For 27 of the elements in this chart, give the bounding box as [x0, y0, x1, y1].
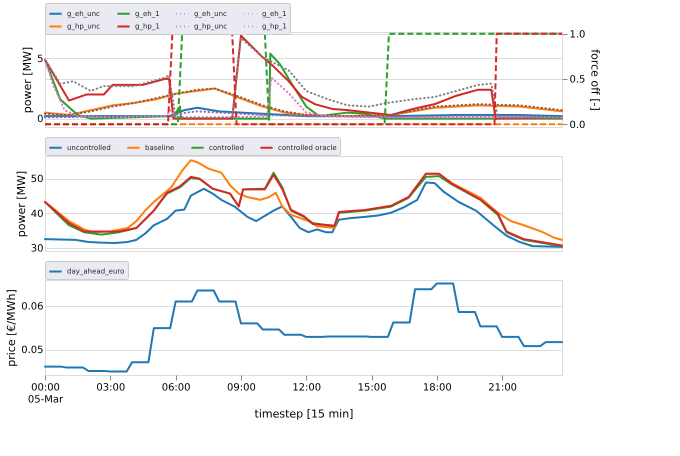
y-tick-label: 0 — [37, 114, 44, 126]
x-tick-label: 09:00 — [227, 382, 256, 394]
y-tick-label: 40 — [30, 208, 44, 220]
y-axis-title: power [MW] — [14, 170, 28, 238]
x-tick-label: 06:00 — [162, 382, 191, 394]
y-tick-label: 30 — [30, 244, 44, 255]
line-series — [44, 106, 563, 118]
line-series — [44, 282, 563, 372]
y2-tick-label: 0.0 — [570, 120, 586, 131]
y2-tick-label: 0.5 — [570, 74, 586, 86]
y-tick-label: 0.06 — [21, 301, 44, 312]
x-tick-label: 15:00 — [358, 382, 386, 394]
x-tick-label: 03:00 — [96, 382, 126, 394]
y2-tick-label: 1.0 — [570, 29, 586, 40]
x-tick-label: 21:00 — [488, 382, 518, 394]
line-series — [44, 88, 563, 118]
x-tick-label: 00:00 05-Mar — [28, 382, 64, 406]
y-tick-label: 50 — [30, 174, 44, 186]
y2-axis-title: force off [-] — [588, 49, 602, 111]
x-tick-label: 18:00 — [422, 382, 452, 394]
x-tick-label: 12:00 — [292, 382, 322, 394]
x-axis-title: timestep [15 min] — [254, 408, 354, 420]
y-tick-label: 5 — [37, 54, 44, 65]
y-axis-title: power [MW] — [21, 46, 34, 114]
line-series — [44, 110, 563, 118]
y-axis-title: price [€/MWh] — [5, 289, 18, 367]
y-tick-label: 0.05 — [21, 345, 44, 356]
